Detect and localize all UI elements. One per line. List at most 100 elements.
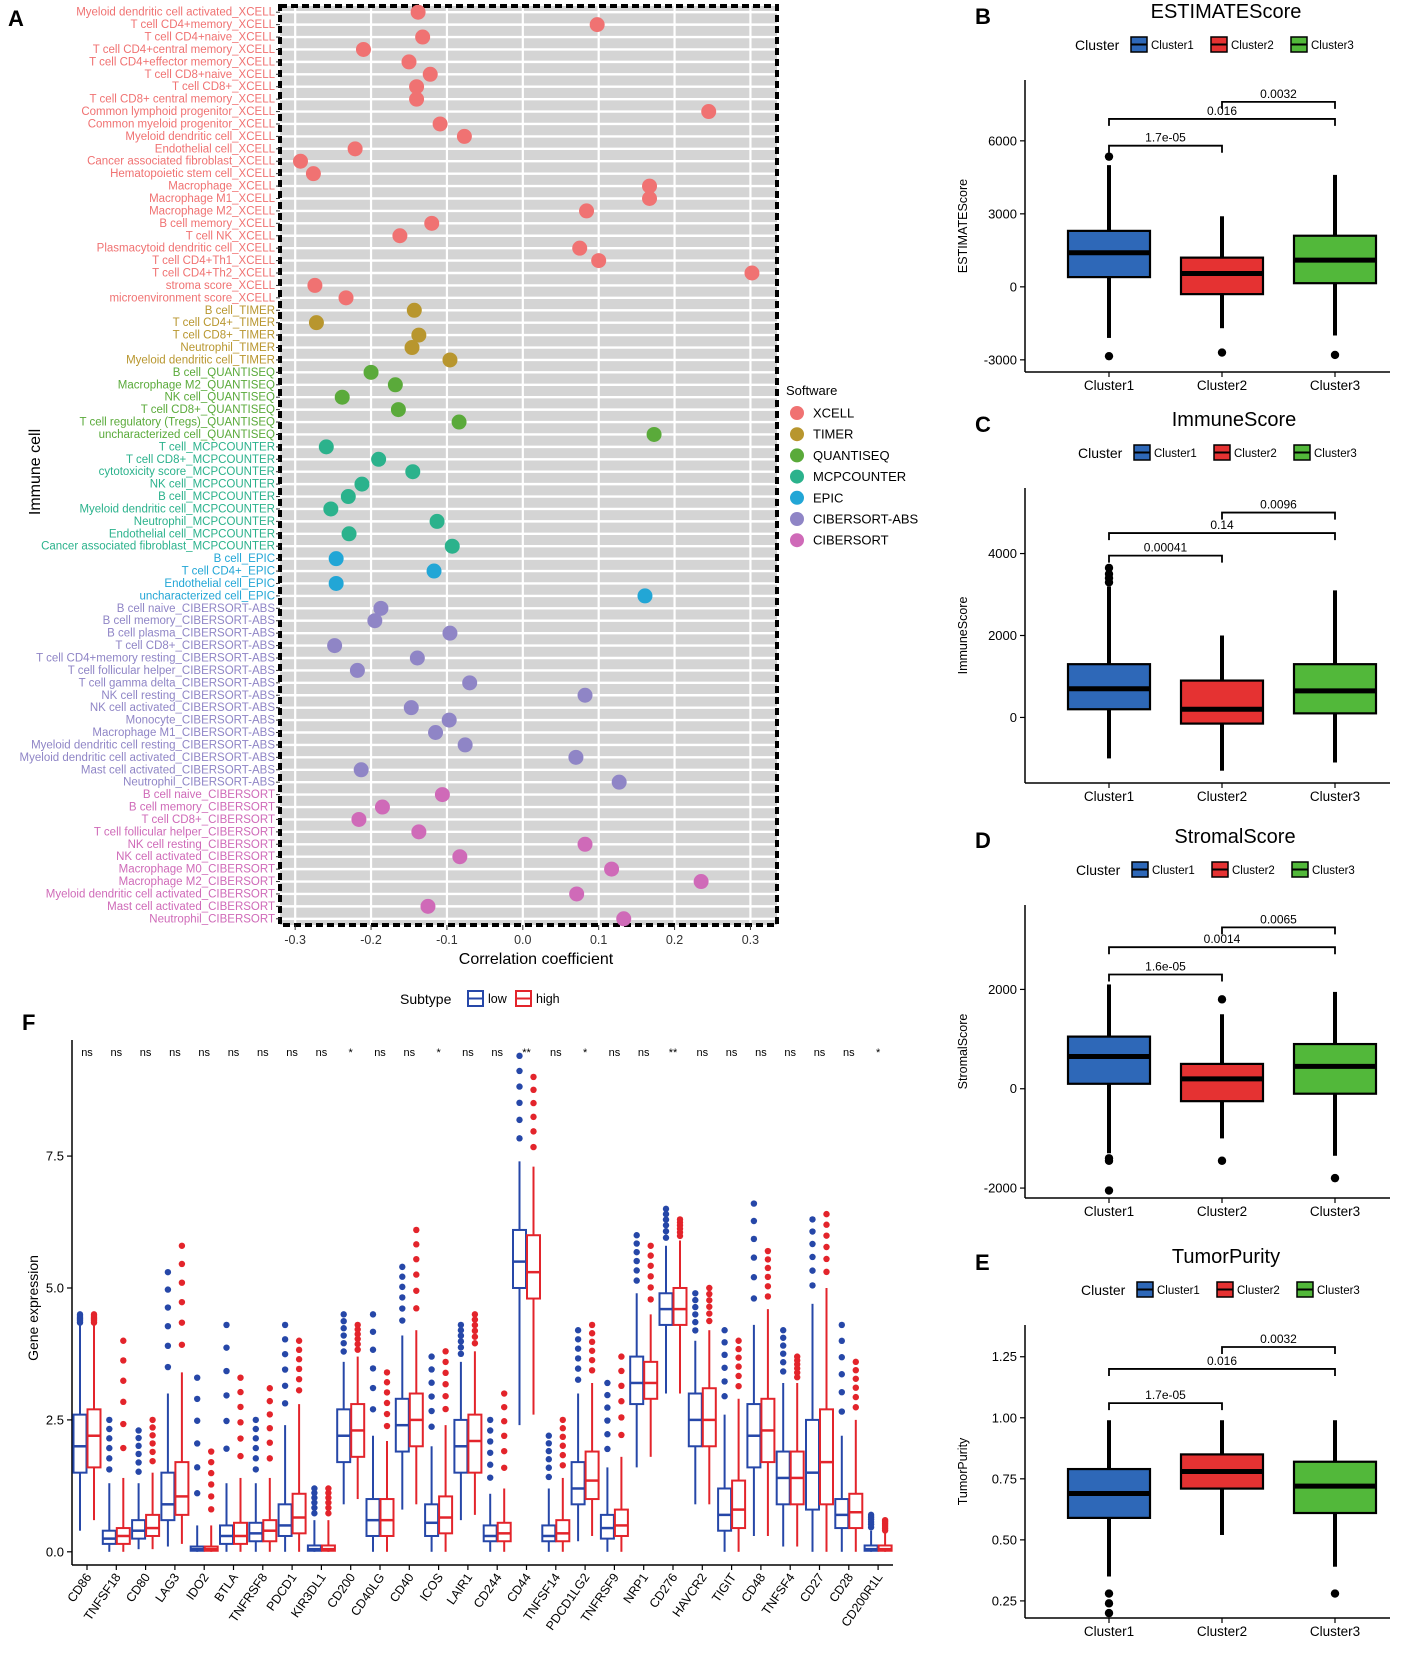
box-high-lag3-outlier-3 bbox=[178, 1279, 186, 1286]
box-high-tnfsf18-outlier-5 bbox=[120, 1337, 127, 1344]
box-low-havcr2-outlier-3 bbox=[692, 1303, 699, 1311]
immune-cell-label-20: T cell CD4+Th1_XCELL bbox=[152, 255, 275, 267]
box-low-nrp1-outlier-3 bbox=[633, 1248, 640, 1256]
immune-cell-label-66: T cell follicular helper_CIBERSORT bbox=[94, 826, 275, 838]
dot-mast-cell-activated-cibersort-abs bbox=[353, 762, 369, 778]
panel-b-pvalue-0: 1.7e-05 bbox=[1145, 131, 1186, 145]
significance-pdcd1: ns bbox=[286, 1047, 298, 1059]
box-high-tnfsf14-outlier-5 bbox=[559, 1416, 566, 1424]
box-low-cd44-outlier-2 bbox=[516, 1099, 523, 1107]
immune-cell-label-12: Cancer associated fibroblast_XCELL bbox=[87, 156, 276, 168]
box-low-nrp1-outlier-5 bbox=[633, 1232, 640, 1239]
significance-tigit: ns bbox=[726, 1047, 738, 1059]
box-low-tnfsf4-outlier-3 bbox=[780, 1342, 787, 1349]
panel-c-pvalue-1: 0.14 bbox=[1210, 518, 1234, 532]
box-low-cd244-outlier-5 bbox=[487, 1416, 494, 1424]
panel-e-legend-label-3: Cluster3 bbox=[1317, 1285, 1360, 1297]
box-high-btla-outlier-3 bbox=[237, 1403, 244, 1411]
box-high-cd80-outlier-5 bbox=[149, 1416, 156, 1424]
panel-c-comparison-bracket-2 bbox=[1221, 511, 1336, 520]
box-low-pdcd1lg2-box bbox=[570, 1461, 586, 1506]
legend-label-cibersort-abs: CIBERSORT-ABS bbox=[813, 512, 919, 527]
dot-b-cell-quantiseq bbox=[363, 364, 379, 380]
panel-e-comparison-bracket-0 bbox=[1108, 1402, 1223, 1411]
box-high-nrp1-outlier-2 bbox=[647, 1273, 654, 1280]
box-high-kir3dl1-outlier-2 bbox=[325, 1499, 332, 1506]
panel-b-comparison-bracket-0 bbox=[1108, 144, 1223, 153]
gene-label-cd80: CD80 bbox=[123, 1571, 153, 1605]
panel-label-a: A bbox=[8, 6, 24, 31]
box-low-icos-outlier-5 bbox=[428, 1353, 435, 1360]
box-high-havcr2-outlier-1 bbox=[706, 1310, 713, 1317]
significance-cd276: ** bbox=[669, 1047, 678, 1059]
box-low-lag3-outlier-1 bbox=[164, 1342, 172, 1350]
box-low-tnfrsf9-outlier-0 bbox=[604, 1445, 611, 1453]
box-high-kir3dl1-outlier-4 bbox=[325, 1489, 332, 1497]
legend-swatch-cibersort-abs bbox=[790, 512, 804, 526]
box-low-cd40lg-outlier-0 bbox=[369, 1406, 377, 1413]
dot-t-cell-cd8-naive-xcell bbox=[422, 66, 438, 82]
panel-d-xtick-label-3: Cluster3 bbox=[1310, 1204, 1360, 1219]
box-high-cd28-box bbox=[848, 1492, 864, 1530]
box-low-tnfsf18-outlier-2 bbox=[106, 1444, 113, 1452]
box-low-kir3dl1-outlier-4 bbox=[311, 1489, 318, 1497]
box-high-lair1-outlier-5 bbox=[471, 1311, 479, 1318]
panel-e-comparison-bracket-1 bbox=[1108, 1368, 1336, 1376]
panel-f-ytick-label-2: 5.0 bbox=[46, 1280, 64, 1295]
panel-e-outlier-1-2 bbox=[1104, 1608, 1114, 1618]
panel-e-outlier-1-1 bbox=[1104, 1599, 1114, 1608]
box-high-pdcd1lg2-outlier-3 bbox=[588, 1338, 596, 1346]
box-high-tigit-outlier-2 bbox=[735, 1363, 742, 1370]
box-high-cd27-outlier-4 bbox=[823, 1221, 830, 1228]
box-low-kir3dl1-outlier-1 bbox=[311, 1504, 318, 1511]
box-low-cd244-outlier-3 bbox=[487, 1438, 494, 1445]
box-low-lair1-outlier-4 bbox=[457, 1327, 465, 1334]
box-low-cd27-outlier-2 bbox=[809, 1253, 816, 1261]
box-low-icos-outlier-2 bbox=[428, 1393, 435, 1400]
immune-cell-label-11: Endothelial cell_XCELL bbox=[155, 143, 276, 155]
box-high-tnfrsf9-outlier-3 bbox=[618, 1382, 625, 1390]
box-high-lair1-outlier-2 bbox=[471, 1327, 479, 1335]
dot-macrophage-m1-cibersort-abs bbox=[428, 725, 444, 741]
subtype-legend-label-low: low bbox=[488, 992, 508, 1006]
panel-b-outlier-1-0 bbox=[1104, 152, 1114, 161]
panel-f-ytick-label-0: 0.0 bbox=[46, 1544, 64, 1559]
box-high-cd27-outlier-0 bbox=[823, 1268, 830, 1276]
box-high-cd244-outlier-4 bbox=[501, 1403, 508, 1411]
panel-c-comparison-bracket-0 bbox=[1108, 554, 1223, 563]
immune-cell-label-0: Myeloid dendritic cell activated_XCELL bbox=[76, 7, 275, 19]
panel-d-ylabel: StromalScore bbox=[956, 1014, 970, 1090]
box-low-cd200-outlier-2 bbox=[340, 1332, 347, 1339]
box-high-ido2-outlier-0 bbox=[208, 1506, 215, 1513]
box-low-ido2-outlier-5 bbox=[194, 1374, 201, 1381]
dot-neutrophil-cibersort bbox=[616, 911, 632, 927]
box-low-pdcd1lg2-outlier-0 bbox=[574, 1376, 582, 1383]
panel-d-pvalue-0: 1.6e-05 bbox=[1145, 960, 1186, 974]
box-low-lair1-outlier-5 bbox=[457, 1321, 465, 1329]
dot-nk-cell-activated-cibersort bbox=[452, 849, 468, 865]
box-low-tnfsf4-outlier-4 bbox=[780, 1334, 787, 1341]
panel-f-ylabel: Gene expression bbox=[25, 1255, 41, 1361]
box-low-cd28-box bbox=[834, 1498, 850, 1530]
dot-t-cell-follicular-helper-cibersort bbox=[411, 824, 427, 840]
panel-e-ytick-label-4: 1.25 bbox=[992, 1349, 1017, 1364]
box-high-havcr2-box bbox=[701, 1387, 717, 1448]
panel-d-outlier-1-1 bbox=[1104, 1156, 1114, 1165]
box-low-tnfrsf8-outlier-0 bbox=[252, 1466, 259, 1473]
box-low-cd200-outlier-3 bbox=[340, 1325, 347, 1332]
box-low-kir3dl1-outlier-3 bbox=[311, 1494, 318, 1501]
panel-b-legend-label-1: Cluster1 bbox=[1151, 40, 1194, 52]
immune-cell-label-59: Myeloid dendritic cell resting_CIBERSORT… bbox=[31, 739, 275, 751]
box-low-tnfsf18-box bbox=[101, 1529, 117, 1545]
box-high-tnfsf14-outlier-4 bbox=[559, 1425, 566, 1432]
panel-e-legend-title: Cluster bbox=[1081, 1282, 1126, 1298]
box-low-icos-outlier-4 bbox=[428, 1366, 435, 1373]
box-high-cd44-outlier-5 bbox=[530, 1073, 537, 1081]
box-high-tnfsf4-outlier-0 bbox=[794, 1374, 801, 1381]
box-low-cd276-outlier-3 bbox=[662, 1216, 670, 1223]
software-legend-title: Software bbox=[786, 383, 837, 398]
box-low-cd27-outlier-3 bbox=[809, 1240, 816, 1248]
panel-d-pvalue-2: 0.0065 bbox=[1260, 912, 1297, 926]
dot-mast-cell-activated-cibersort bbox=[420, 898, 436, 914]
